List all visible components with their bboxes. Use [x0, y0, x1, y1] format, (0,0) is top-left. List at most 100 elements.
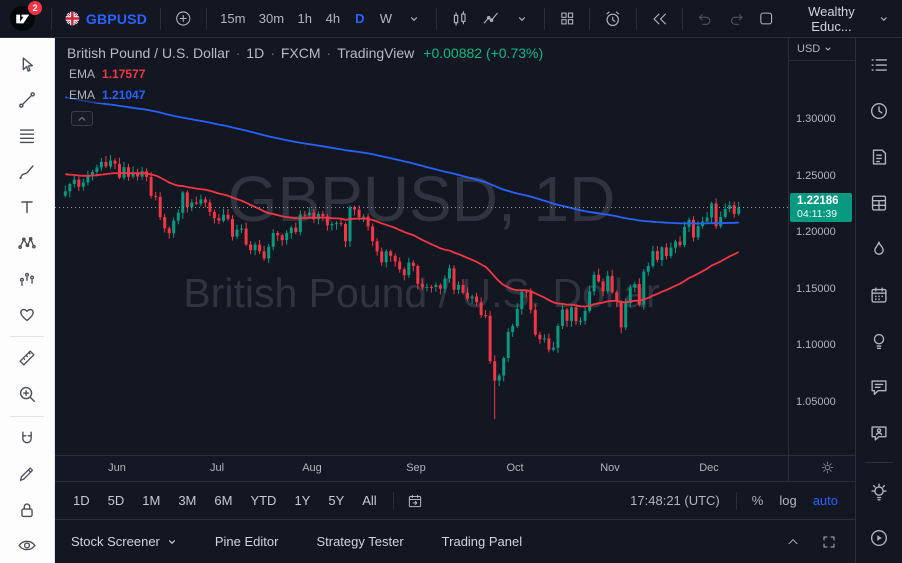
tab-trading-panel[interactable]: Trading Panel — [442, 534, 522, 549]
layout-square-icon — [760, 12, 773, 25]
news-button[interactable] — [860, 137, 898, 177]
tab-strategy-tester[interactable]: Strategy Tester — [316, 534, 403, 549]
layout-name-label: Wealthy Educ... — [808, 3, 855, 34]
legend-interval: 1D — [246, 45, 265, 61]
layout-group: Wealthy Educ... — [752, 3, 894, 34]
interval-30m-button[interactable]: 30m — [253, 5, 290, 33]
indicator-legend-ema-slow[interactable]: EMA 1.21047 — [67, 87, 151, 103]
panel-fullscreen-button[interactable] — [819, 532, 839, 552]
ideas-button[interactable] — [860, 321, 898, 361]
compare-add-button[interactable] — [169, 5, 197, 33]
magnifier-plus-icon — [19, 386, 36, 403]
trend-line-tool[interactable] — [7, 86, 47, 116]
log-scale-button[interactable]: log — [772, 489, 803, 512]
price-axis-tick: 1.30000 — [796, 113, 836, 125]
chat-person-icon — [871, 426, 887, 441]
range-1d-button[interactable]: 1D — [65, 489, 98, 512]
range-5y-button[interactable]: 5Y — [320, 489, 352, 512]
price-axis[interactable]: USD 1.30000 1.25000 1.20000 1.15000 1.10000 1… — [788, 38, 855, 455]
plus-circle-icon — [176, 11, 191, 26]
ema-label: EMA — [69, 67, 96, 81]
range-3m-button[interactable]: 3M — [170, 489, 204, 512]
currency-axis-header[interactable]: USD — [789, 38, 855, 61]
go-to-date-button[interactable] — [402, 490, 428, 512]
layout-name-button[interactable]: Wealthy Educ... — [783, 3, 894, 34]
interval-dropdown-button[interactable] — [400, 5, 428, 33]
indicator-legend-ema-fast[interactable]: EMA 1.17577 — [67, 66, 151, 82]
data-window-button[interactable] — [860, 183, 898, 223]
bar-countdown: 04:11:39 — [797, 208, 838, 220]
interval-1w-button[interactable]: W — [374, 5, 398, 33]
brush-tool[interactable] — [7, 157, 47, 187]
interval-1d-button[interactable]: D — [348, 5, 372, 33]
cursor-tool[interactable] — [7, 50, 47, 80]
text-icon — [21, 201, 33, 214]
chart-style-button[interactable] — [445, 5, 474, 33]
play-circle-icon — [870, 529, 888, 547]
range-5d-button[interactable]: 5D — [100, 489, 133, 512]
symbol-name: GBPUSD — [85, 10, 148, 27]
price-axis-tick: 1.25000 — [796, 170, 836, 182]
tab-pine-editor[interactable]: Pine Editor — [215, 534, 279, 549]
emoji-tool[interactable] — [7, 299, 47, 329]
drawing-mode-toggle[interactable] — [7, 459, 47, 489]
heart-icon — [20, 308, 34, 321]
economic-calendar-button[interactable] — [860, 275, 898, 315]
alert-button[interactable] — [598, 5, 627, 33]
range-1y-button[interactable]: 1Y — [286, 489, 318, 512]
fib-retracement-tool[interactable] — [7, 121, 47, 151]
measure-tool[interactable] — [7, 344, 47, 374]
lock-drawings-toggle[interactable] — [7, 495, 47, 525]
alerts-button[interactable] — [860, 91, 898, 131]
magnet-icon — [22, 431, 32, 443]
zoom-tool[interactable] — [7, 379, 47, 409]
gear-icon — [821, 461, 834, 474]
redo-button[interactable] — [722, 5, 750, 33]
percent-scale-button[interactable]: % — [745, 489, 771, 512]
time-axis-label: Oct — [506, 462, 524, 474]
range-all-button[interactable]: All — [354, 489, 384, 512]
symbol-legend-row[interactable]: British Pound / U.S. Dollar · 1D · FXCM … — [67, 45, 543, 61]
time-axis[interactable]: Jun Jul Aug Sep Oct Nov Dec — [55, 455, 855, 481]
alarm-clock-icon — [606, 11, 620, 26]
chart-settings-button[interactable] — [820, 460, 835, 475]
public-chat-button[interactable] — [860, 367, 898, 407]
private-chat-button[interactable] — [860, 413, 898, 453]
interval-4h-button[interactable]: 4h — [320, 5, 346, 33]
price-axis-tick: 1.15000 — [796, 283, 836, 295]
tab-stock-screener[interactable]: Stock Screener — [71, 534, 177, 549]
indicator-dropdown-button[interactable] — [508, 5, 536, 33]
hotlists-button[interactable] — [860, 229, 898, 269]
chart-pane[interactable]: GBPUSD, 1D British Pound / U.S. Dollar B… — [55, 38, 788, 455]
range-ytd-button[interactable]: YTD — [242, 489, 284, 512]
indicator-templates-button[interactable] — [553, 5, 581, 33]
tradingview-logo-button[interactable]: 2 — [8, 0, 43, 34]
candlestick-chart[interactable] — [55, 38, 788, 455]
interval-15m-button[interactable]: 15m — [215, 5, 252, 33]
range-6m-button[interactable]: 6M — [206, 489, 240, 512]
watchlist-button[interactable] — [860, 45, 898, 85]
magnet-tool[interactable] — [7, 424, 47, 454]
toolbar-divider — [205, 7, 207, 30]
panel-collapse-button[interactable] — [783, 532, 803, 552]
news-icon — [872, 149, 887, 165]
prediction-tool[interactable] — [7, 263, 47, 293]
idea-stream-button[interactable] — [860, 472, 898, 512]
undo-button[interactable] — [691, 5, 719, 33]
legend-collapse-button[interactable] — [71, 111, 93, 126]
utc-clock[interactable]: 17:48:21 (UTC) — [630, 493, 720, 508]
streams-button[interactable] — [860, 518, 898, 558]
auto-scale-button[interactable]: auto — [806, 489, 845, 512]
hide-drawings-toggle[interactable] — [7, 531, 47, 561]
indicators-button[interactable] — [476, 5, 505, 33]
text-tool[interactable] — [7, 192, 47, 222]
symbol-search-button[interactable]: GBPUSD — [60, 5, 152, 33]
lock-icon — [21, 503, 33, 517]
price-axis-tick: 1.20000 — [796, 226, 836, 238]
xabcd-pattern-tool[interactable] — [7, 228, 47, 258]
interval-1h-button[interactable]: 1h — [292, 5, 318, 33]
bar-replay-button[interactable] — [645, 5, 674, 33]
toolbar-divider — [635, 7, 637, 30]
select-layout-button[interactable] — [752, 5, 780, 33]
range-1m-button[interactable]: 1M — [134, 489, 168, 512]
